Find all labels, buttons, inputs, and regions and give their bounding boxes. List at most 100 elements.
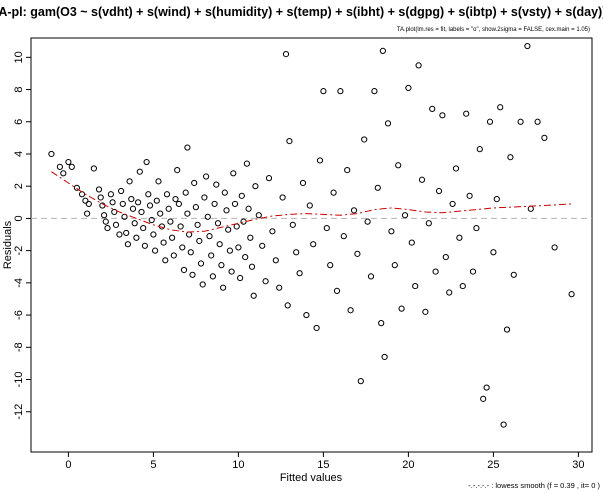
data-point xyxy=(429,105,436,112)
data-point xyxy=(405,84,412,92)
data-point xyxy=(282,51,290,58)
data-point xyxy=(306,202,313,209)
data-point xyxy=(230,170,237,177)
data-point xyxy=(221,189,228,196)
data-point xyxy=(225,226,232,233)
data-point xyxy=(497,104,504,111)
data-point xyxy=(141,242,148,249)
data-point xyxy=(527,205,534,212)
y-tick-label: 6 xyxy=(13,119,25,125)
data-point xyxy=(237,274,244,282)
data-point xyxy=(374,184,381,191)
data-point xyxy=(398,305,405,312)
x-axis-label: Fitted values xyxy=(280,472,343,484)
x-tick-label: 0 xyxy=(65,459,71,471)
data-point xyxy=(131,220,138,227)
data-point xyxy=(102,218,109,225)
data-point xyxy=(503,326,511,333)
data-point xyxy=(320,88,327,95)
smooth-legend-note: -.-.-.-.- : lowess smooth (f = 0.39 , it… xyxy=(468,481,600,490)
data-point xyxy=(208,252,215,259)
data-point xyxy=(199,281,206,288)
data-point xyxy=(179,244,186,251)
data-point xyxy=(163,191,171,198)
data-point xyxy=(247,234,254,241)
data-point xyxy=(401,212,409,219)
data-point xyxy=(197,260,205,267)
data-point xyxy=(452,165,460,172)
data-point xyxy=(85,200,92,208)
data-point xyxy=(175,200,182,208)
data-point xyxy=(466,192,473,199)
data-point xyxy=(121,213,128,220)
data-point xyxy=(150,231,157,238)
data-point xyxy=(235,244,242,251)
data-point xyxy=(279,194,286,201)
data-point xyxy=(90,165,98,172)
data-point xyxy=(446,289,453,296)
chart-subtitle: TA.plot(lm.res = fit, labels = "o", show… xyxy=(397,27,590,33)
data-point xyxy=(65,158,72,166)
plot-frame xyxy=(30,37,593,453)
data-point xyxy=(196,237,203,245)
data-point xyxy=(124,241,132,248)
data-point xyxy=(129,205,137,212)
data-point xyxy=(486,118,494,125)
data-point xyxy=(384,120,392,127)
data-point xyxy=(126,178,133,185)
data-point xyxy=(551,244,558,251)
y-tick-label: -12 xyxy=(13,404,25,420)
data-point xyxy=(473,224,480,232)
data-point xyxy=(220,284,227,291)
data-point xyxy=(344,166,351,174)
data-point xyxy=(214,220,222,227)
data-point xyxy=(116,231,123,238)
data-point xyxy=(432,268,439,275)
data-point xyxy=(152,247,159,254)
data-point xyxy=(490,249,497,256)
data-point xyxy=(133,234,140,241)
data-point xyxy=(284,302,291,309)
data-point xyxy=(500,421,507,428)
data-point xyxy=(361,136,368,143)
data-point xyxy=(73,184,81,191)
x-tick-label: 20 xyxy=(402,459,414,471)
data-point xyxy=(119,200,126,208)
data-point xyxy=(146,202,154,209)
y-tick-label: -4 xyxy=(13,278,25,288)
data-point xyxy=(155,178,162,185)
data-point xyxy=(148,216,155,224)
data-point xyxy=(286,137,293,145)
y-tick-label: -6 xyxy=(13,310,25,320)
data-point xyxy=(412,282,419,290)
data-point xyxy=(228,268,235,275)
x-axis: 0 5 10 15 20 25 30 xyxy=(65,452,585,471)
y-axis-label: Residuals xyxy=(2,220,14,269)
data-point xyxy=(330,189,337,196)
data-point xyxy=(262,278,269,285)
data-point xyxy=(223,207,230,214)
data-point xyxy=(165,205,172,212)
data-point xyxy=(242,253,249,261)
data-point xyxy=(170,252,177,259)
data-point xyxy=(82,197,89,204)
x-tick-label: 15 xyxy=(317,459,329,471)
data-point xyxy=(333,287,341,295)
data-point xyxy=(233,223,240,230)
data-point xyxy=(378,320,385,327)
data-point xyxy=(112,221,120,228)
data-point xyxy=(303,311,310,319)
data-point xyxy=(118,187,125,195)
data-point xyxy=(250,292,257,299)
data-point xyxy=(371,88,378,95)
residual-points xyxy=(48,42,575,428)
data-point xyxy=(48,150,55,158)
data-point xyxy=(541,134,548,141)
data-point xyxy=(138,208,145,216)
data-point xyxy=(422,308,429,315)
data-point xyxy=(313,324,320,332)
data-point xyxy=(140,224,147,232)
y-tick-label: -8 xyxy=(13,342,25,352)
data-point xyxy=(157,210,164,217)
data-point xyxy=(213,181,220,188)
